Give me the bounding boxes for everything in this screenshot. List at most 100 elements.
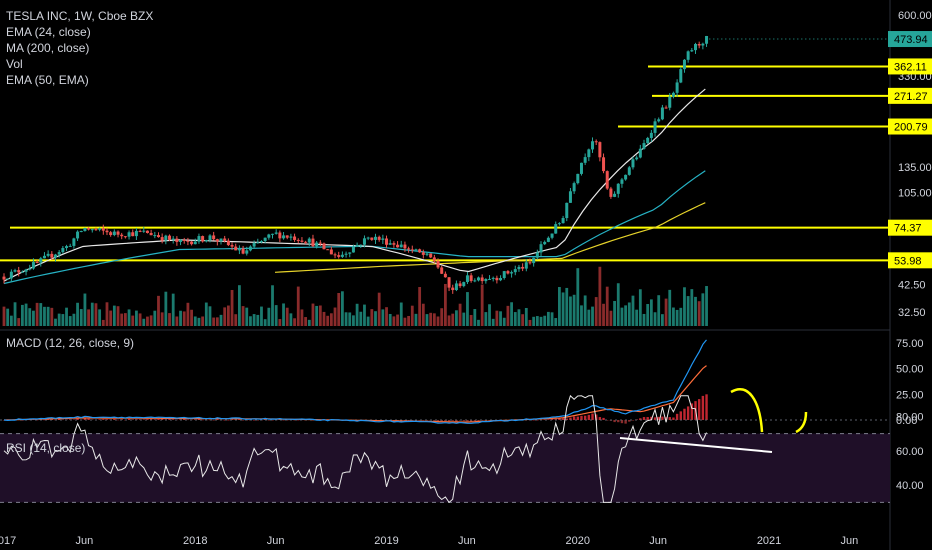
volume-bar bbox=[705, 286, 708, 326]
candle-body bbox=[465, 275, 469, 283]
volume-bar bbox=[631, 295, 635, 326]
macd-hist-bar bbox=[256, 420, 259, 421]
volume-bar bbox=[329, 313, 333, 326]
macd-hist-bar bbox=[153, 419, 157, 420]
indicator-vol[interactable]: Vol bbox=[6, 57, 23, 71]
rsi-tick-label: 40.00 bbox=[896, 480, 924, 492]
volume-bar bbox=[215, 317, 219, 326]
candle-body bbox=[429, 253, 433, 258]
candle-body bbox=[657, 119, 661, 122]
price-tick-label: 42.50 bbox=[898, 280, 926, 292]
candle-body bbox=[513, 269, 517, 273]
macd-hist-bar bbox=[127, 418, 131, 420]
candle-body bbox=[510, 272, 514, 274]
macd-hist-bar bbox=[598, 417, 602, 420]
volume-bar bbox=[410, 305, 414, 326]
macd-hist-bar bbox=[565, 418, 568, 420]
candle-body bbox=[94, 229, 98, 231]
macd-hist-bar bbox=[271, 420, 274, 421]
candle-body bbox=[329, 249, 333, 255]
volume-bar bbox=[451, 313, 455, 326]
candle-body bbox=[502, 271, 506, 279]
macd-hist-bar bbox=[547, 419, 550, 420]
macd-hist-bar bbox=[440, 420, 443, 422]
level-label: 53.98 bbox=[894, 255, 922, 267]
candle-body bbox=[105, 230, 109, 233]
candle-body bbox=[348, 252, 352, 254]
volume-bar bbox=[396, 314, 399, 326]
candle-body bbox=[234, 246, 238, 251]
candle-body bbox=[241, 248, 245, 254]
macd-hist-bar bbox=[477, 420, 480, 422]
volume-bar bbox=[528, 319, 532, 326]
candle-body bbox=[488, 278, 492, 280]
candle-body bbox=[451, 287, 455, 291]
candle-body bbox=[605, 171, 609, 189]
candle-body bbox=[359, 244, 363, 246]
time-tick-label: 2020 bbox=[566, 535, 590, 547]
macd-hist-bar bbox=[451, 420, 454, 421]
candle-body bbox=[403, 244, 407, 249]
rsi-title[interactable]: RSI (14, close) bbox=[6, 441, 86, 455]
candle-body bbox=[6, 278, 10, 280]
macd-hist-bar bbox=[672, 417, 675, 420]
volume-bar bbox=[175, 316, 179, 326]
volume-bar bbox=[333, 307, 337, 326]
volume-bar bbox=[76, 302, 79, 326]
macd-hist-bar bbox=[587, 414, 591, 420]
volume-bar bbox=[98, 309, 102, 326]
candle-body bbox=[237, 248, 241, 251]
volume-bar bbox=[480, 284, 484, 326]
chart-title[interactable]: TESLA INC, 1W, Cboe BZX bbox=[6, 9, 154, 23]
candle-body bbox=[705, 35, 709, 44]
macd-hist-bar bbox=[436, 420, 440, 422]
macd-hist-bar bbox=[642, 417, 646, 420]
candle-body bbox=[554, 224, 558, 234]
volume-bar bbox=[46, 306, 50, 326]
last-price-label: 473.94 bbox=[894, 34, 928, 46]
candle-body bbox=[440, 267, 444, 274]
macd-hist-bar bbox=[201, 419, 204, 421]
volume-bar bbox=[17, 318, 21, 326]
volume-bar bbox=[561, 292, 565, 326]
volume-bar bbox=[638, 289, 642, 326]
volume-bar bbox=[61, 314, 65, 326]
volume-bar bbox=[664, 298, 668, 326]
volume-bar bbox=[289, 313, 293, 326]
candle-body bbox=[289, 236, 293, 238]
candle-body bbox=[259, 241, 263, 243]
candle-body bbox=[138, 230, 142, 232]
volume-bar bbox=[510, 302, 513, 326]
candle-body bbox=[425, 253, 429, 255]
candle-body bbox=[495, 277, 499, 281]
volume-bar bbox=[123, 313, 127, 326]
volume-bar bbox=[249, 316, 252, 326]
macd-hist-bar bbox=[686, 406, 690, 420]
macd-hist-bar bbox=[466, 420, 469, 422]
candle-body bbox=[649, 132, 653, 138]
candle-body bbox=[208, 235, 212, 241]
volume-bar bbox=[524, 307, 528, 326]
volume-bar bbox=[252, 314, 256, 326]
candle-body bbox=[517, 266, 521, 270]
rsi-tick-label: 80.00 bbox=[896, 411, 924, 423]
candle-body bbox=[565, 202, 569, 219]
candle-body bbox=[76, 231, 80, 239]
indicator-ma200[interactable]: MA (200, close) bbox=[6, 41, 90, 55]
indicator-ema24[interactable]: EMA (24, close) bbox=[6, 25, 91, 39]
volume-bar bbox=[580, 305, 583, 326]
volume-bar bbox=[458, 303, 462, 326]
volume-bar bbox=[565, 287, 569, 326]
candle-body bbox=[193, 241, 197, 245]
volume-bar bbox=[701, 293, 705, 326]
candle-body bbox=[9, 271, 13, 279]
macd-hist-bar bbox=[160, 418, 164, 420]
volume-bar bbox=[488, 304, 491, 326]
ema50-line bbox=[3, 170, 706, 285]
volume-bar bbox=[532, 316, 536, 326]
macd-hist-bar bbox=[238, 419, 241, 420]
macd-title[interactable]: MACD (12, 26, close, 9) bbox=[6, 336, 135, 350]
indicator-ema50[interactable]: EMA (50, EMA) bbox=[6, 73, 89, 87]
volume-bar bbox=[168, 313, 171, 326]
candle-body bbox=[638, 148, 642, 158]
